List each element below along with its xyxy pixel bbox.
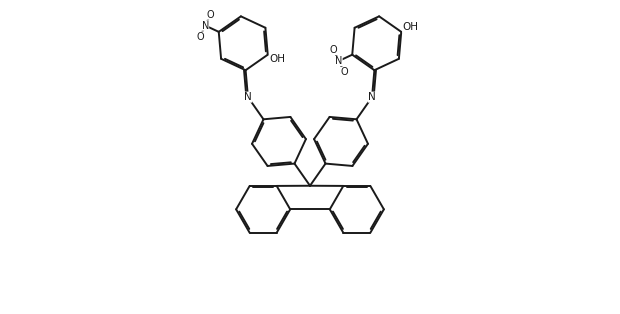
Text: O: O: [206, 9, 215, 19]
Text: O: O: [340, 67, 348, 77]
Text: OH: OH: [403, 22, 418, 32]
Text: O: O: [330, 45, 337, 55]
Text: N: N: [368, 92, 376, 102]
Text: N: N: [202, 20, 209, 30]
Text: N: N: [335, 56, 342, 66]
Text: OH: OH: [269, 54, 285, 64]
Text: N: N: [244, 92, 252, 102]
Text: O: O: [197, 32, 204, 41]
